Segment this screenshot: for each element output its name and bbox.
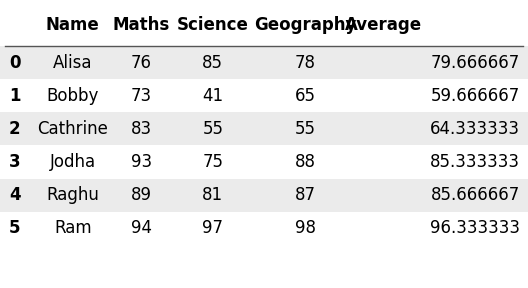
Text: Jodha: Jodha (50, 153, 96, 171)
Text: 73: 73 (131, 87, 152, 105)
Text: 5: 5 (9, 219, 21, 237)
FancyBboxPatch shape (0, 46, 528, 79)
Text: Science: Science (177, 16, 249, 35)
Text: 93: 93 (131, 153, 152, 171)
Text: 65: 65 (295, 87, 316, 105)
Text: 78: 78 (295, 54, 316, 72)
Text: 41: 41 (202, 87, 223, 105)
FancyBboxPatch shape (0, 9, 528, 46)
Text: 64.333333: 64.333333 (430, 120, 520, 138)
Text: 4: 4 (9, 186, 21, 204)
Text: 81: 81 (202, 186, 223, 204)
Text: Average: Average (345, 16, 422, 35)
Text: Cathrine: Cathrine (37, 120, 108, 138)
Text: 85.333333: 85.333333 (430, 153, 520, 171)
Text: Geography: Geography (254, 16, 356, 35)
Text: 75: 75 (202, 153, 223, 171)
Text: 94: 94 (131, 219, 152, 237)
Text: 2: 2 (9, 120, 21, 138)
Text: 55: 55 (295, 120, 316, 138)
FancyBboxPatch shape (0, 79, 528, 112)
Text: Maths: Maths (113, 16, 170, 35)
Text: 59.666667: 59.666667 (431, 87, 520, 105)
Text: 55: 55 (202, 120, 223, 138)
Text: Name: Name (46, 16, 100, 35)
FancyBboxPatch shape (0, 145, 528, 179)
Text: Bobby: Bobby (46, 87, 99, 105)
Text: 1: 1 (9, 87, 21, 105)
FancyBboxPatch shape (0, 212, 528, 245)
Text: 87: 87 (295, 186, 316, 204)
FancyBboxPatch shape (0, 179, 528, 212)
Text: 83: 83 (131, 120, 152, 138)
Text: 0: 0 (9, 54, 21, 72)
Text: 76: 76 (131, 54, 152, 72)
Text: Raghu: Raghu (46, 186, 99, 204)
Text: 88: 88 (295, 153, 316, 171)
Text: 98: 98 (295, 219, 316, 237)
Text: 97: 97 (202, 219, 223, 237)
FancyBboxPatch shape (0, 112, 528, 145)
Text: 79.666667: 79.666667 (431, 54, 520, 72)
Text: Alisa: Alisa (53, 54, 92, 72)
Text: 96.333333: 96.333333 (430, 219, 520, 237)
Text: Ram: Ram (54, 219, 92, 237)
Text: 85.666667: 85.666667 (431, 186, 520, 204)
Text: 85: 85 (202, 54, 223, 72)
Text: 3: 3 (9, 153, 21, 171)
Text: 89: 89 (131, 186, 152, 204)
